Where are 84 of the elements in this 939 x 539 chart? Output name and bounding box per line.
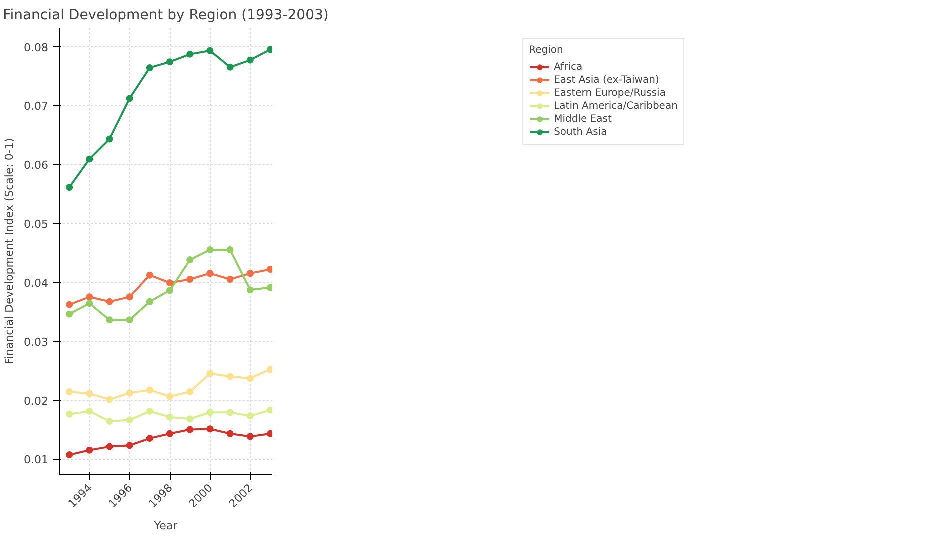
point [86,294,94,301]
point [206,270,214,278]
point [226,409,234,416]
point [186,276,194,283]
point [106,298,114,306]
point [246,433,254,440]
point [206,426,214,433]
point [186,388,194,396]
point [166,414,174,421]
point [146,435,154,442]
chart-title: Financial Development by Region (1993-2003) [3,8,329,24]
point [146,298,154,306]
point [226,246,234,254]
point [146,64,154,72]
point [266,46,272,54]
point [206,370,214,378]
point [186,256,194,264]
y-tick-label: 0.08 [24,41,49,54]
point [86,446,94,454]
point [126,294,134,301]
y-tick-label: 0.03 [24,336,49,349]
point [106,396,114,404]
y-tick-label: 0.01 [24,454,49,467]
point [66,310,74,318]
point [266,266,272,273]
point [166,287,174,294]
point [106,316,114,324]
y-tick-label: 0.07 [24,100,49,114]
point [186,50,194,58]
point [126,390,134,397]
point [206,246,214,254]
y-tick-label: 0.06 [24,159,49,172]
point [86,156,94,163]
point [246,412,254,420]
point [86,390,94,398]
legend-label: South Asia [554,126,608,138]
point [166,280,174,287]
point [66,410,74,418]
point [106,418,114,425]
point [186,426,194,434]
point [146,408,154,415]
point [106,136,114,143]
point [186,416,194,423]
y-axis-title: Financial Development Index (Scale: 0-1) [3,138,16,365]
point [126,416,134,424]
point [206,47,214,54]
x-axis-title: Year [153,520,178,533]
legend-label: Middle East [554,113,612,125]
point [66,388,74,396]
point [146,272,154,279]
point [266,284,272,292]
point [66,184,74,192]
point [166,393,174,400]
point [246,56,254,64]
point [246,374,254,382]
point [246,286,254,294]
point [226,373,234,380]
point [66,452,74,459]
point [66,301,74,308]
point [166,430,174,438]
y-tick-label: 0.04 [24,276,49,290]
legend-label: Latin America/Caribbean [554,100,678,112]
point [246,270,254,278]
point [126,95,134,102]
legend-label: Eastern Europe/Russia [554,87,666,99]
point [86,300,94,308]
legend-label: East Asia (ex-Taiwan) [554,74,660,86]
point [206,409,214,416]
point [126,442,134,450]
point [126,316,134,324]
legend-title: Region [529,45,564,56]
point [226,430,234,438]
point [266,366,272,374]
point [146,386,154,394]
y-tick-label: 0.02 [24,394,49,408]
legend-label: Africa [554,61,583,73]
point [266,406,272,414]
point [106,443,114,450]
point [226,64,234,71]
point [226,276,234,283]
point [86,408,94,415]
y-tick-label: 0.05 [24,218,49,232]
point [166,58,174,66]
point [266,430,272,438]
